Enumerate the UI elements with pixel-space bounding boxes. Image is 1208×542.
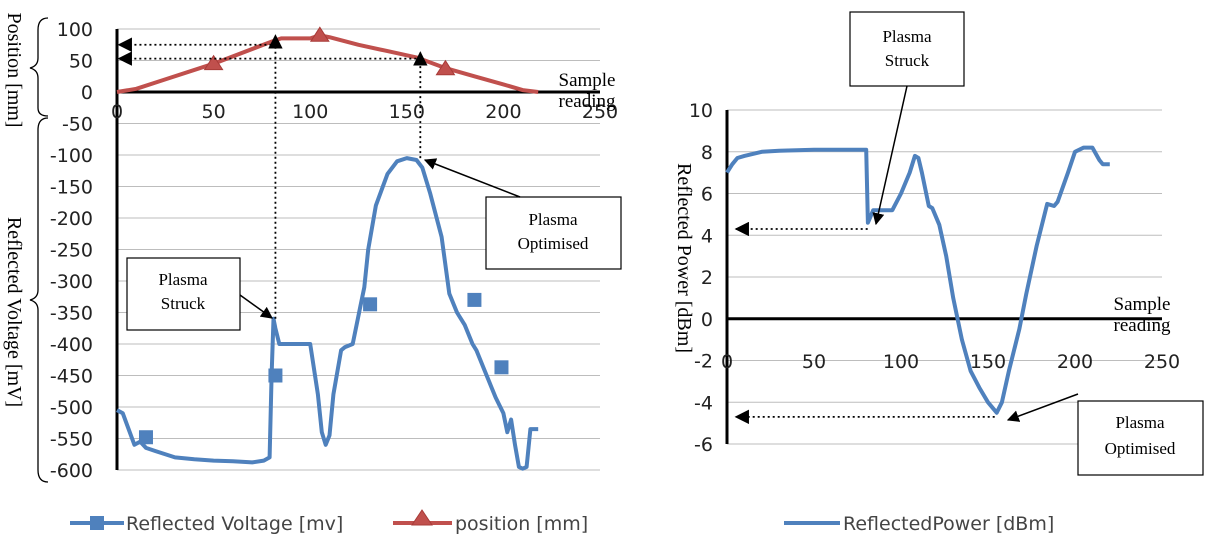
y-axis-title-right: Reflected Power [dBm] — [673, 163, 695, 353]
y-tick-label-right: 8 — [701, 142, 713, 164]
y-tick-label-right: 2 — [701, 267, 713, 289]
brace-voltage — [29, 117, 49, 483]
y-tick-label-right: 4 — [701, 225, 713, 247]
voltage-marker — [363, 297, 378, 312]
y-tick-label-left: -200 — [50, 208, 93, 230]
position-marker — [309, 26, 330, 42]
voltage-marker — [138, 430, 153, 445]
position-marker — [203, 54, 224, 71]
y-tick-label-left: -50 — [62, 114, 93, 136]
y-tick-label-left: -400 — [50, 334, 93, 356]
annotation-text-optimised-right: Optimised — [1105, 439, 1176, 458]
y-tick-label-right: 6 — [701, 184, 713, 206]
x-tick-label-left: 0 — [111, 101, 123, 123]
x-tick-label-right: 150 — [970, 351, 1006, 373]
y-tick-label-left: 0 — [81, 82, 93, 104]
annotation-arrow-optimised-right — [1006, 393, 1079, 422]
y-tick-label-right: -6 — [694, 434, 713, 456]
voltage-marker — [467, 292, 482, 307]
voltage-marker — [494, 360, 509, 375]
x-tick-label-right: 250 — [1144, 351, 1180, 373]
y-tick-label-right: 0 — [701, 309, 713, 331]
y-tick-label-left: 100 — [57, 19, 93, 41]
legend-label-position: position [mm] — [455, 513, 588, 535]
annotation-text-struck-right: Plasma — [882, 27, 932, 46]
annotation-text-struck-left: Struck — [161, 294, 206, 313]
y-tick-label-left: -350 — [50, 303, 93, 325]
annotation-box-struck-right — [849, 11, 965, 87]
x-tick-label-left: 200 — [485, 101, 521, 123]
annotation-text-optimised-left: Plasma — [528, 210, 578, 229]
x-tick-label-left: 100 — [292, 101, 328, 123]
annotation-text-struck-left: Plasma — [158, 270, 208, 289]
annotation-arrow-struck-left — [239, 294, 273, 319]
x-axis-title-left: Sample — [559, 70, 616, 91]
brace-position — [29, 17, 49, 117]
x-axis-title-right: reading — [1114, 315, 1171, 336]
legend-label-voltage: Reflected Voltage [mv] — [126, 513, 343, 535]
x-tick-label-right: 0 — [721, 351, 733, 373]
y-tick-label-left: 50 — [69, 51, 93, 73]
voltage-series-line — [116, 156, 539, 471]
power-series-line — [725, 145, 1110, 415]
annotation-text-optimised-left: Optimised — [518, 234, 589, 253]
annotation-box-struck-left — [126, 257, 241, 331]
x-tick-label-right: 100 — [883, 351, 919, 373]
y-tick-label-left: -100 — [50, 145, 93, 167]
annotation-text-struck-right: Struck — [885, 51, 930, 70]
y-tick-label-left: -300 — [50, 271, 93, 293]
x-axis-title-left: reading — [559, 91, 616, 112]
y-tick-label-left: -600 — [50, 460, 93, 482]
y-tick-label-left: -500 — [50, 397, 93, 419]
y-tick-label-left: -550 — [50, 429, 93, 451]
position-marker — [435, 59, 456, 76]
y-axis-title-left-top: Position [mm] — [3, 12, 25, 127]
y-axis-title-left-bottom: Reflected Voltage [mV] — [3, 217, 25, 407]
y-tick-label-left: -250 — [50, 240, 93, 262]
legend-label-power: ReflectedPower [dBm] — [843, 513, 1054, 535]
x-tick-label-left: 50 — [202, 101, 226, 123]
x-tick-label-right: 50 — [802, 351, 826, 373]
x-tick-label-left: 250 — [582, 101, 618, 123]
annotation-arrow-optimised-left — [423, 158, 521, 198]
y-tick-label-right: -4 — [694, 392, 713, 414]
legend-marker-voltage — [90, 516, 104, 530]
y-tick-label-right: -2 — [694, 351, 713, 373]
annotation-box-optimised-right — [1077, 400, 1204, 476]
y-tick-label-left: -150 — [50, 177, 93, 199]
annotation-box-optimised-left — [485, 196, 622, 270]
voltage-marker — [268, 368, 283, 383]
x-tick-label-right: 200 — [1057, 351, 1093, 373]
x-axis-title-right: Sample — [1114, 294, 1171, 315]
legend-marker-position — [411, 509, 433, 526]
position-series-line — [116, 33, 539, 94]
y-tick-label-left: -450 — [50, 366, 93, 388]
annotation-text-optimised-right: Plasma — [1115, 413, 1165, 432]
annotation-arrow-struck-right — [872, 85, 908, 226]
x-tick-label-left: 150 — [389, 101, 425, 123]
y-tick-label-right: 10 — [689, 100, 713, 122]
